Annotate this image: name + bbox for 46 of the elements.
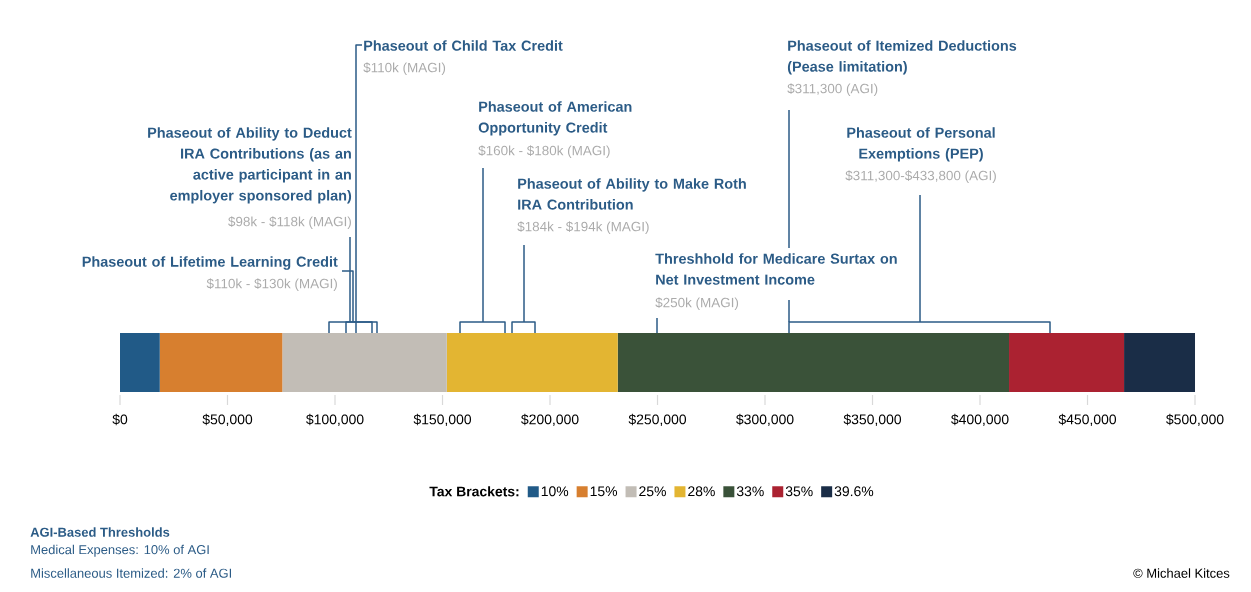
bar — [617, 333, 1010, 392]
x-tick-label: $450,000 — [1058, 413, 1117, 426]
bar — [1124, 333, 1196, 392]
x-tick-label: $50,000 — [202, 413, 253, 426]
text: Phaseout of Child Tax Credit — [364, 40, 563, 51]
bar — [159, 333, 283, 392]
text: Medical Expenses: 10% of AGI — [31, 544, 209, 557]
text: $98k - $118k (MAGI) — [228, 216, 351, 229]
text: AGI-Based Thresholds — [30, 527, 170, 537]
text: Phaseout of Lifetime Learning Credit — [82, 256, 338, 270]
legend-label: 25% — [639, 486, 666, 497]
text: Phaseout of Ability to Make Roth IRA Contribution — [518, 178, 746, 210]
legend-label: 15% — [590, 486, 618, 497]
text: $311,300-$433,800 (AGI) — [845, 170, 996, 183]
text: Threshhold for Medicare Surtax on Net Investment Income — [655, 253, 897, 285]
bar — [120, 333, 160, 392]
text: $110k (MAGI) — [363, 62, 446, 75]
x-tick-label: $350,000 — [843, 413, 902, 426]
x-tick-label: $200,000 — [521, 413, 579, 426]
x-tick-label: $500,000 — [1166, 413, 1224, 426]
x-tick-label: $250,000 — [628, 413, 687, 426]
legend-label: 33% — [736, 486, 764, 497]
bar — [1009, 333, 1125, 392]
text: $160k - $180k (MAGI) — [478, 145, 610, 158]
text: $250k (MAGI) — [655, 297, 739, 310]
legend-label: 10% — [541, 486, 569, 497]
legend-title: Tax Brackets: — [429, 486, 519, 497]
x-tick-label: $300,000 — [736, 413, 794, 426]
text: © Michael Kitces — [1133, 568, 1230, 578]
text: Phaseout of Personal Exemptions (PEP) — [847, 127, 995, 162]
text: $110k - $130k (MAGI) — [206, 278, 337, 291]
text: $184k - $194k (MAGI) — [517, 221, 649, 234]
x-tick-label: $0 — [112, 413, 128, 426]
text: Miscellaneous Itemized: 2% of AGI — [31, 568, 232, 578]
text: Phaseout of Itemized Deductions (Pease limitation) — [787, 40, 1017, 75]
x-tick-label: $400,000 — [951, 413, 1009, 426]
bar — [282, 333, 447, 392]
bar — [446, 333, 618, 392]
legend-label: 35% — [785, 486, 813, 497]
text: $311,300 (AGI) — [787, 83, 878, 96]
legend-label: 28% — [688, 486, 715, 497]
legend-label: 39.6% — [834, 486, 874, 497]
x-tick-label: $100,000 — [306, 413, 364, 426]
x-tick-label: $150,000 — [413, 413, 472, 426]
text: Phaseout of American Opportunity Credit — [478, 101, 632, 136]
text: Phaseout of Ability to Deduct IRA Contributions (as an active participant in an employer sponsored plan) — [148, 127, 352, 204]
